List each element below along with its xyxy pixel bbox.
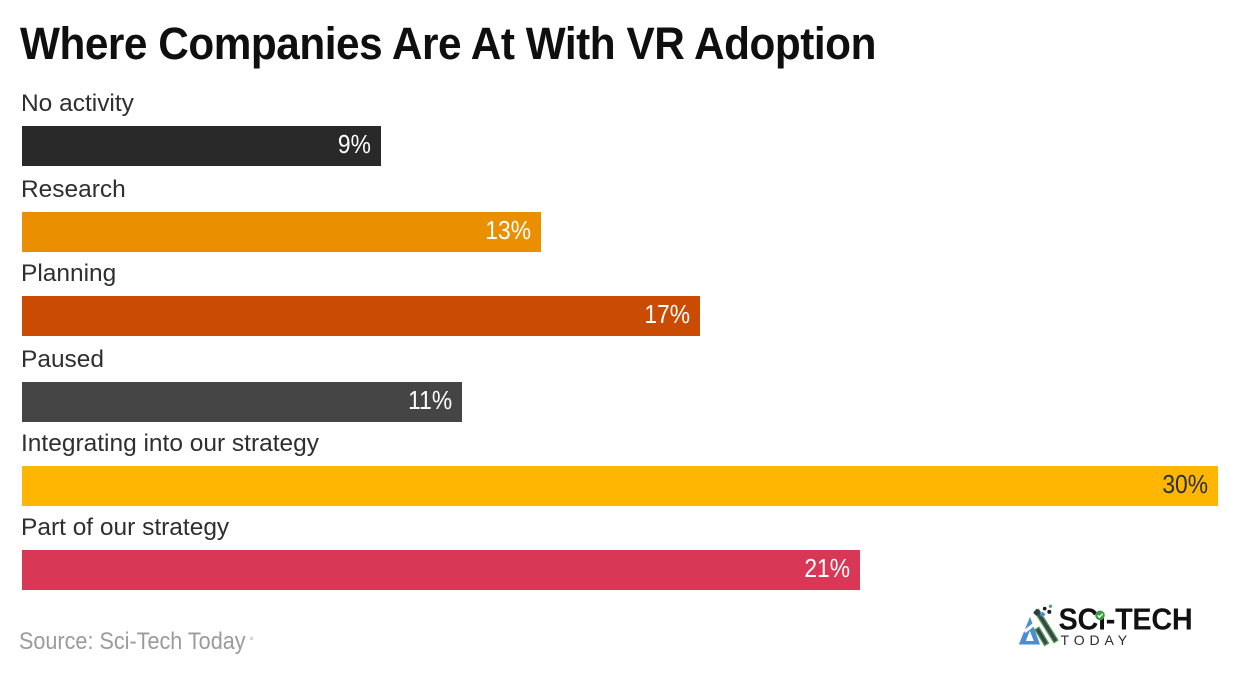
svg-text:TODAY: TODAY: [1061, 632, 1132, 648]
svg-text:SCı-TECH: SCı-TECH: [1059, 603, 1193, 637]
